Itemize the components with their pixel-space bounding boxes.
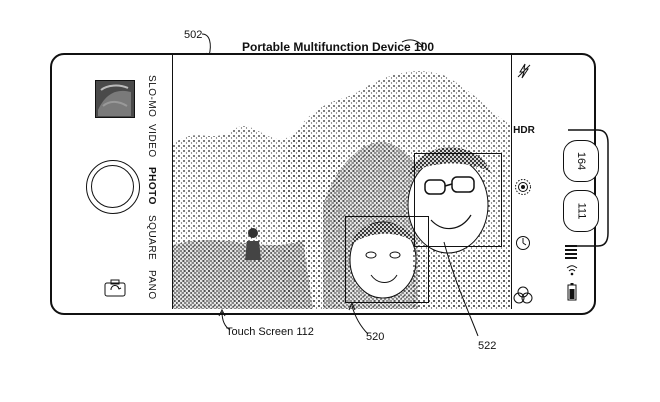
device-title: Portable Multifunction Device 100 [242,40,435,54]
ref-502: 502 [184,29,203,41]
touch-screen-arrow [218,308,231,331]
camera-viewfinder[interactable] [173,55,512,309]
volume-up-button[interactable]: 164 [563,140,599,182]
left-control-panel [52,55,173,309]
ref-522-leader [443,241,479,337]
live-photo-icon[interactable] [514,178,532,196]
ref-520: 520 [366,331,385,343]
face-detection-box-522 [414,153,502,247]
mode-pano[interactable]: PANO [146,270,157,300]
ref-522: 522 [478,340,497,352]
hdr-toggle[interactable]: HDR [513,125,535,136]
touch-screen-label: Touch Screen 112 [226,326,314,338]
viewfinder-scene [173,71,511,309]
photo-thumbnail[interactable] [95,80,135,118]
signal-bars-icon [565,245,577,259]
flip-camera-icon[interactable] [104,279,126,297]
mode-slo-mo[interactable]: SLO-MO [146,75,157,118]
side-button-housing [568,129,609,247]
wifi-icon [566,265,578,276]
volume-down-button[interactable]: 111 [563,190,599,232]
flash-off-icon[interactable] [516,63,532,79]
battery-icon [567,283,577,301]
timer-icon[interactable] [515,235,531,251]
ref-520-leader [348,301,369,335]
device-title-arrow [401,39,424,48]
mode-video[interactable]: VIDEO [146,124,157,158]
shutter-button[interactable] [86,160,140,214]
mode-square[interactable]: SQUARE [146,215,157,261]
face-detection-box-520 [345,216,429,303]
shutter-inner-ring [91,165,134,208]
filters-icon[interactable] [512,286,534,304]
mode-photo[interactable]: PHOTO [146,167,157,205]
